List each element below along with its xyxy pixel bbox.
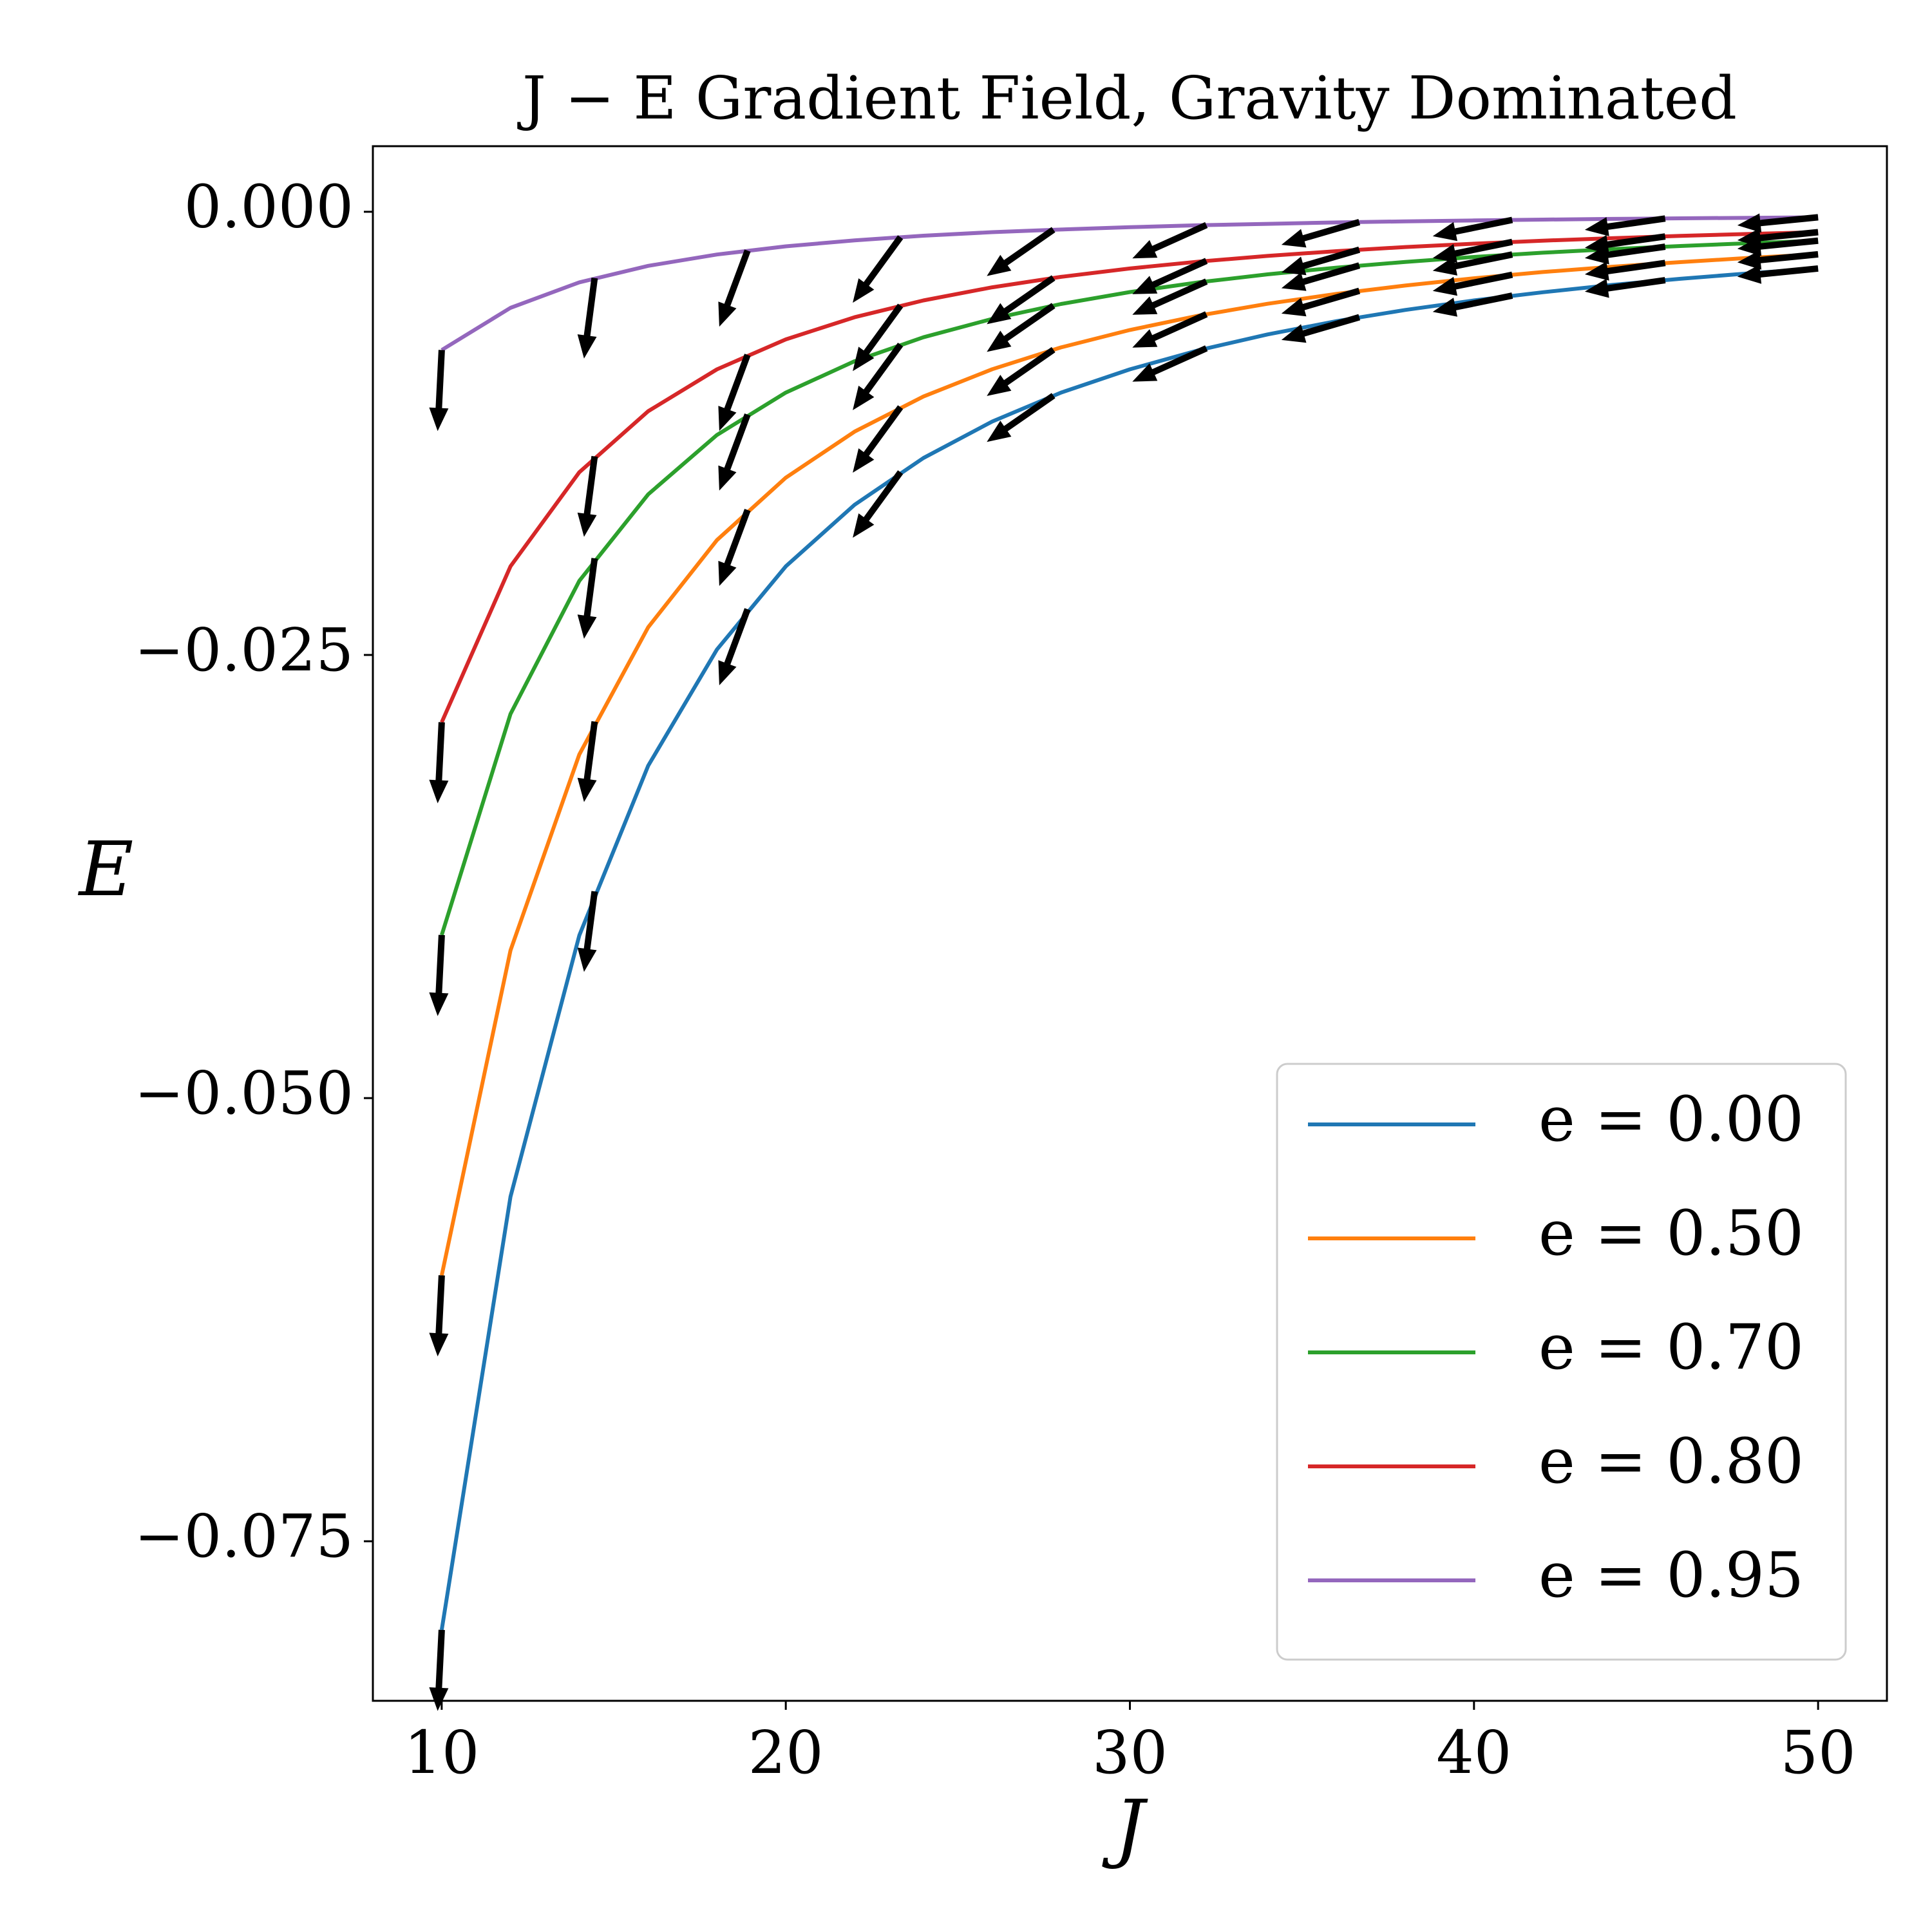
y-tick-label: −0.075 bbox=[135, 1502, 354, 1571]
quiver-arrow bbox=[853, 303, 904, 372]
quiver-arrow bbox=[853, 405, 904, 473]
x-tick-label: 10 bbox=[404, 1718, 479, 1787]
quiver-arrow bbox=[853, 343, 904, 410]
quiver-arrow bbox=[1132, 258, 1208, 294]
quiver-arrow bbox=[718, 413, 751, 491]
quiver-arrow bbox=[429, 934, 449, 1016]
quiver-arrow bbox=[1584, 215, 1666, 236]
legend-box bbox=[1276, 1063, 1847, 1661]
quiver-arrow bbox=[1737, 213, 1819, 233]
quiver-arrow bbox=[1432, 238, 1513, 263]
quiver-arrow bbox=[577, 891, 598, 972]
y-axis-label: E bbox=[78, 826, 134, 913]
legend-label: e = 0.80 bbox=[1539, 1425, 1804, 1497]
quiver-arrow bbox=[577, 278, 598, 359]
quiver-arrow bbox=[1281, 246, 1361, 276]
quiver-arrow bbox=[1281, 314, 1361, 343]
x-tick-label: 20 bbox=[748, 1718, 824, 1787]
quiver-arrow bbox=[1737, 265, 1819, 284]
quiver-arrow bbox=[577, 456, 598, 537]
y-tick-label: −0.050 bbox=[135, 1059, 354, 1128]
x-tick-label: 30 bbox=[1092, 1718, 1168, 1787]
quiver-arrow bbox=[1132, 345, 1208, 382]
legend-label: e = 0.00 bbox=[1539, 1083, 1804, 1155]
quiver-arrow bbox=[987, 303, 1056, 352]
quiver-arrow bbox=[987, 275, 1056, 325]
quiver-arrow bbox=[577, 558, 598, 639]
quiver-arrow bbox=[577, 721, 598, 802]
quiver-arrow bbox=[1281, 287, 1361, 317]
series-line bbox=[440, 215, 1819, 352]
y-tick-label: −0.025 bbox=[135, 616, 354, 685]
quiver-arrow bbox=[429, 1629, 449, 1711]
x-tick-label: 50 bbox=[1781, 1718, 1856, 1787]
quiver-arrow bbox=[429, 1275, 449, 1357]
quiver-arrow bbox=[1281, 219, 1361, 248]
series-line bbox=[439, 252, 1819, 1276]
chart-title: J − E Gradient Field, Gravity Dominated bbox=[517, 64, 1737, 133]
series-line bbox=[440, 230, 1819, 723]
quiver-arrow bbox=[1584, 233, 1666, 254]
series-line bbox=[440, 238, 1819, 936]
quiver-arrow bbox=[1737, 250, 1819, 270]
quiver-arrow bbox=[987, 393, 1056, 442]
quiver-arrow bbox=[1584, 260, 1666, 281]
quiver-arrow bbox=[1132, 222, 1208, 259]
quiver-arrow bbox=[718, 249, 751, 327]
quiver-arrow bbox=[429, 350, 449, 431]
quiver-arrow bbox=[1132, 278, 1208, 315]
quiver-arrow bbox=[718, 354, 751, 431]
quiver-arrow bbox=[1737, 228, 1819, 248]
quiver-arrow bbox=[853, 470, 904, 538]
quiver-arrow bbox=[1432, 216, 1513, 242]
y-tick-label: 0.000 bbox=[184, 173, 354, 242]
quiver-arrow bbox=[1432, 292, 1513, 317]
quiver-arrow bbox=[1432, 271, 1513, 296]
quiver-arrow bbox=[853, 235, 904, 303]
axes-frame bbox=[372, 145, 1888, 1702]
quiver-arrow bbox=[718, 608, 751, 686]
quiver-arrow bbox=[1281, 262, 1361, 291]
quiver-arrow bbox=[718, 509, 751, 586]
quiver-arrow bbox=[987, 346, 1056, 396]
quiver-arrow bbox=[429, 722, 449, 804]
quiver-arrow bbox=[1132, 311, 1208, 348]
legend-label: e = 0.50 bbox=[1539, 1197, 1804, 1269]
legend-label: e = 0.95 bbox=[1539, 1539, 1804, 1611]
series-line bbox=[439, 266, 1819, 1631]
quiver-arrow bbox=[1584, 277, 1666, 298]
quiver-arrow bbox=[987, 227, 1056, 276]
x-tick-label: 40 bbox=[1436, 1718, 1511, 1787]
legend-label: e = 0.70 bbox=[1539, 1311, 1804, 1383]
